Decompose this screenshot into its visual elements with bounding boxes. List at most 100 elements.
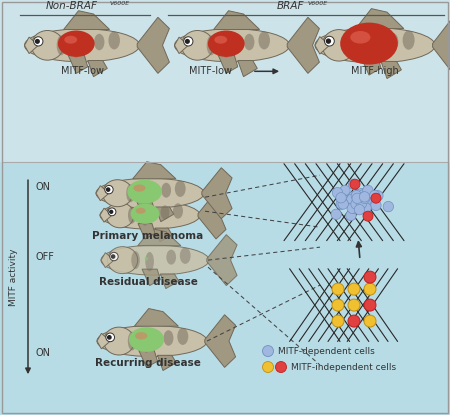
Ellipse shape — [166, 250, 176, 265]
Circle shape — [357, 198, 367, 208]
Ellipse shape — [364, 36, 374, 59]
Ellipse shape — [104, 327, 135, 355]
Circle shape — [348, 315, 360, 327]
Circle shape — [373, 190, 383, 201]
Ellipse shape — [142, 332, 151, 353]
Ellipse shape — [340, 22, 398, 65]
Ellipse shape — [244, 34, 254, 50]
Text: MITF-low: MITF-low — [60, 66, 104, 76]
Text: OFF: OFF — [35, 252, 54, 262]
Circle shape — [106, 187, 110, 192]
Circle shape — [111, 254, 116, 259]
Circle shape — [107, 335, 112, 340]
Ellipse shape — [350, 31, 370, 44]
Circle shape — [332, 283, 344, 295]
Circle shape — [348, 283, 360, 295]
Ellipse shape — [126, 184, 135, 202]
Circle shape — [336, 199, 346, 209]
Polygon shape — [137, 17, 169, 73]
Polygon shape — [315, 37, 329, 54]
Circle shape — [364, 299, 376, 311]
Circle shape — [108, 208, 116, 216]
Ellipse shape — [64, 36, 77, 44]
Text: MITF-high: MITF-high — [351, 66, 399, 76]
Circle shape — [354, 189, 364, 200]
Circle shape — [262, 361, 274, 373]
Circle shape — [262, 346, 274, 356]
Ellipse shape — [161, 205, 170, 220]
Polygon shape — [360, 56, 381, 75]
Circle shape — [371, 200, 381, 210]
Circle shape — [338, 194, 348, 204]
Text: Primary melanoma: Primary melanoma — [92, 231, 203, 241]
Polygon shape — [24, 37, 38, 54]
Ellipse shape — [57, 35, 66, 55]
Circle shape — [275, 361, 287, 373]
Ellipse shape — [135, 208, 146, 214]
Ellipse shape — [127, 180, 162, 204]
Circle shape — [326, 39, 331, 44]
Ellipse shape — [387, 33, 398, 51]
Circle shape — [350, 203, 360, 214]
Ellipse shape — [181, 30, 214, 60]
Circle shape — [356, 202, 366, 212]
Ellipse shape — [140, 185, 149, 205]
Ellipse shape — [177, 328, 188, 345]
Polygon shape — [97, 333, 110, 349]
Circle shape — [35, 39, 40, 44]
Circle shape — [324, 36, 334, 46]
Circle shape — [356, 198, 367, 209]
Ellipse shape — [145, 257, 148, 261]
Ellipse shape — [135, 332, 148, 339]
Circle shape — [363, 185, 373, 195]
Polygon shape — [63, 11, 110, 29]
Circle shape — [109, 210, 113, 214]
Circle shape — [331, 209, 342, 220]
Circle shape — [383, 201, 394, 212]
Circle shape — [347, 203, 357, 213]
Circle shape — [351, 202, 361, 212]
Circle shape — [34, 37, 43, 46]
Ellipse shape — [131, 251, 140, 269]
Ellipse shape — [173, 203, 183, 219]
Bar — [0, 0, 450, 162]
Circle shape — [348, 195, 358, 206]
Polygon shape — [160, 274, 179, 288]
Polygon shape — [155, 228, 172, 242]
Circle shape — [367, 198, 377, 209]
Polygon shape — [158, 355, 176, 371]
Circle shape — [361, 203, 371, 213]
Circle shape — [353, 197, 364, 208]
Ellipse shape — [101, 245, 209, 275]
Circle shape — [364, 315, 376, 327]
Circle shape — [363, 211, 373, 221]
Circle shape — [356, 188, 367, 199]
Ellipse shape — [103, 180, 133, 207]
Polygon shape — [101, 253, 114, 268]
Polygon shape — [135, 308, 178, 326]
Polygon shape — [134, 186, 174, 202]
Polygon shape — [139, 350, 158, 367]
Circle shape — [332, 315, 344, 327]
Circle shape — [348, 299, 360, 311]
Polygon shape — [175, 37, 188, 54]
Circle shape — [346, 210, 356, 221]
Polygon shape — [356, 9, 404, 29]
Text: Residual disease: Residual disease — [99, 277, 198, 287]
Polygon shape — [198, 191, 226, 239]
Polygon shape — [96, 186, 109, 201]
Polygon shape — [155, 207, 174, 222]
Circle shape — [359, 192, 370, 202]
Polygon shape — [138, 224, 155, 239]
Ellipse shape — [322, 29, 356, 61]
Polygon shape — [207, 234, 237, 286]
Circle shape — [336, 193, 346, 203]
Circle shape — [106, 333, 115, 342]
Circle shape — [340, 185, 350, 195]
Text: V600E: V600E — [308, 1, 328, 6]
Circle shape — [358, 190, 368, 200]
Circle shape — [346, 194, 357, 205]
Polygon shape — [68, 55, 88, 73]
Ellipse shape — [130, 204, 159, 224]
Ellipse shape — [129, 327, 164, 352]
